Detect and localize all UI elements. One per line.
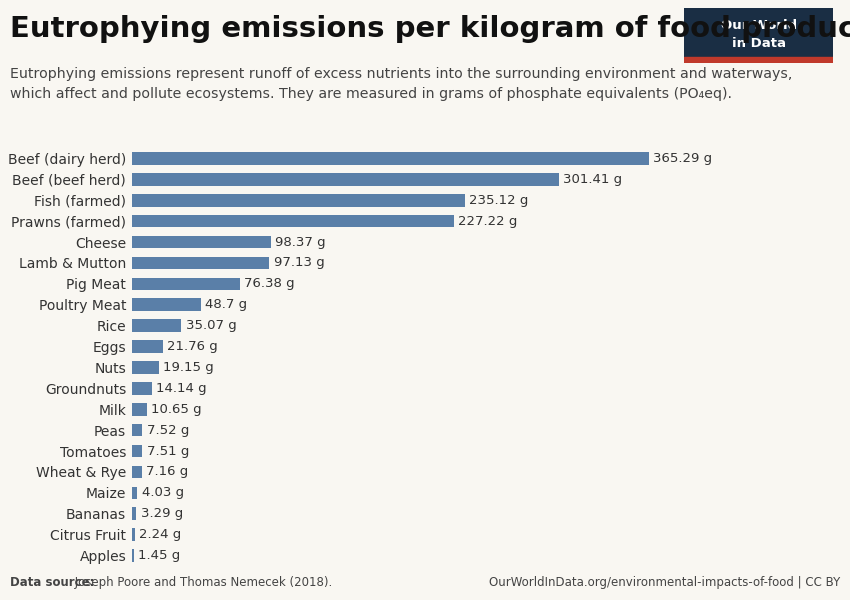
Bar [132,466,142,478]
Text: 4.03 g: 4.03 g [142,487,184,499]
Bar [132,236,271,248]
Text: 97.13 g: 97.13 g [274,256,325,269]
Text: 14.14 g: 14.14 g [156,382,207,395]
Text: 301.41 g: 301.41 g [563,173,622,186]
Text: 10.65 g: 10.65 g [151,403,201,416]
Text: 35.07 g: 35.07 g [185,319,236,332]
Text: Eutrophying emissions per kilogram of food product: Eutrophying emissions per kilogram of fo… [10,15,850,43]
Text: OurWorldInData.org/environmental-impacts-of-food | CC BY: OurWorldInData.org/environmental-impacts… [489,576,840,589]
Text: 227.22 g: 227.22 g [458,215,518,227]
Bar [132,319,181,332]
Text: Joseph Poore and Thomas Nemecek (2018).: Joseph Poore and Thomas Nemecek (2018). [71,576,332,589]
Text: 19.15 g: 19.15 g [163,361,214,374]
Text: 98.37 g: 98.37 g [275,236,326,248]
Text: Data source:: Data source: [10,576,94,589]
Bar [684,58,833,63]
Text: 76.38 g: 76.38 g [244,277,295,290]
Bar [132,298,201,311]
Text: 7.51 g: 7.51 g [147,445,189,458]
Text: 365.29 g: 365.29 g [654,152,712,165]
Text: 48.7 g: 48.7 g [205,298,247,311]
Text: 235.12 g: 235.12 g [469,194,529,207]
Bar [132,445,143,457]
Bar [132,382,152,395]
Text: 2.24 g: 2.24 g [139,528,181,541]
Text: 7.52 g: 7.52 g [147,424,189,437]
Bar [132,257,269,269]
Bar [132,487,138,499]
Bar [132,340,162,353]
Bar [132,508,136,520]
Bar [132,152,649,165]
Bar [132,215,454,227]
Bar [132,529,135,541]
Text: 1.45 g: 1.45 g [138,549,180,562]
Text: 21.76 g: 21.76 g [167,340,218,353]
Bar [132,403,147,416]
Text: in Data: in Data [732,37,785,50]
Bar [132,194,465,206]
Text: 7.16 g: 7.16 g [146,466,189,478]
Bar [132,424,143,436]
Text: 3.29 g: 3.29 g [140,507,183,520]
Text: Eutrophying emissions represent runoff of excess nutrients into the surrounding : Eutrophying emissions represent runoff o… [10,67,792,101]
Bar [132,173,558,185]
Text: Our World: Our World [721,19,796,32]
Bar [132,278,240,290]
Bar [132,549,133,562]
Bar [132,361,159,374]
